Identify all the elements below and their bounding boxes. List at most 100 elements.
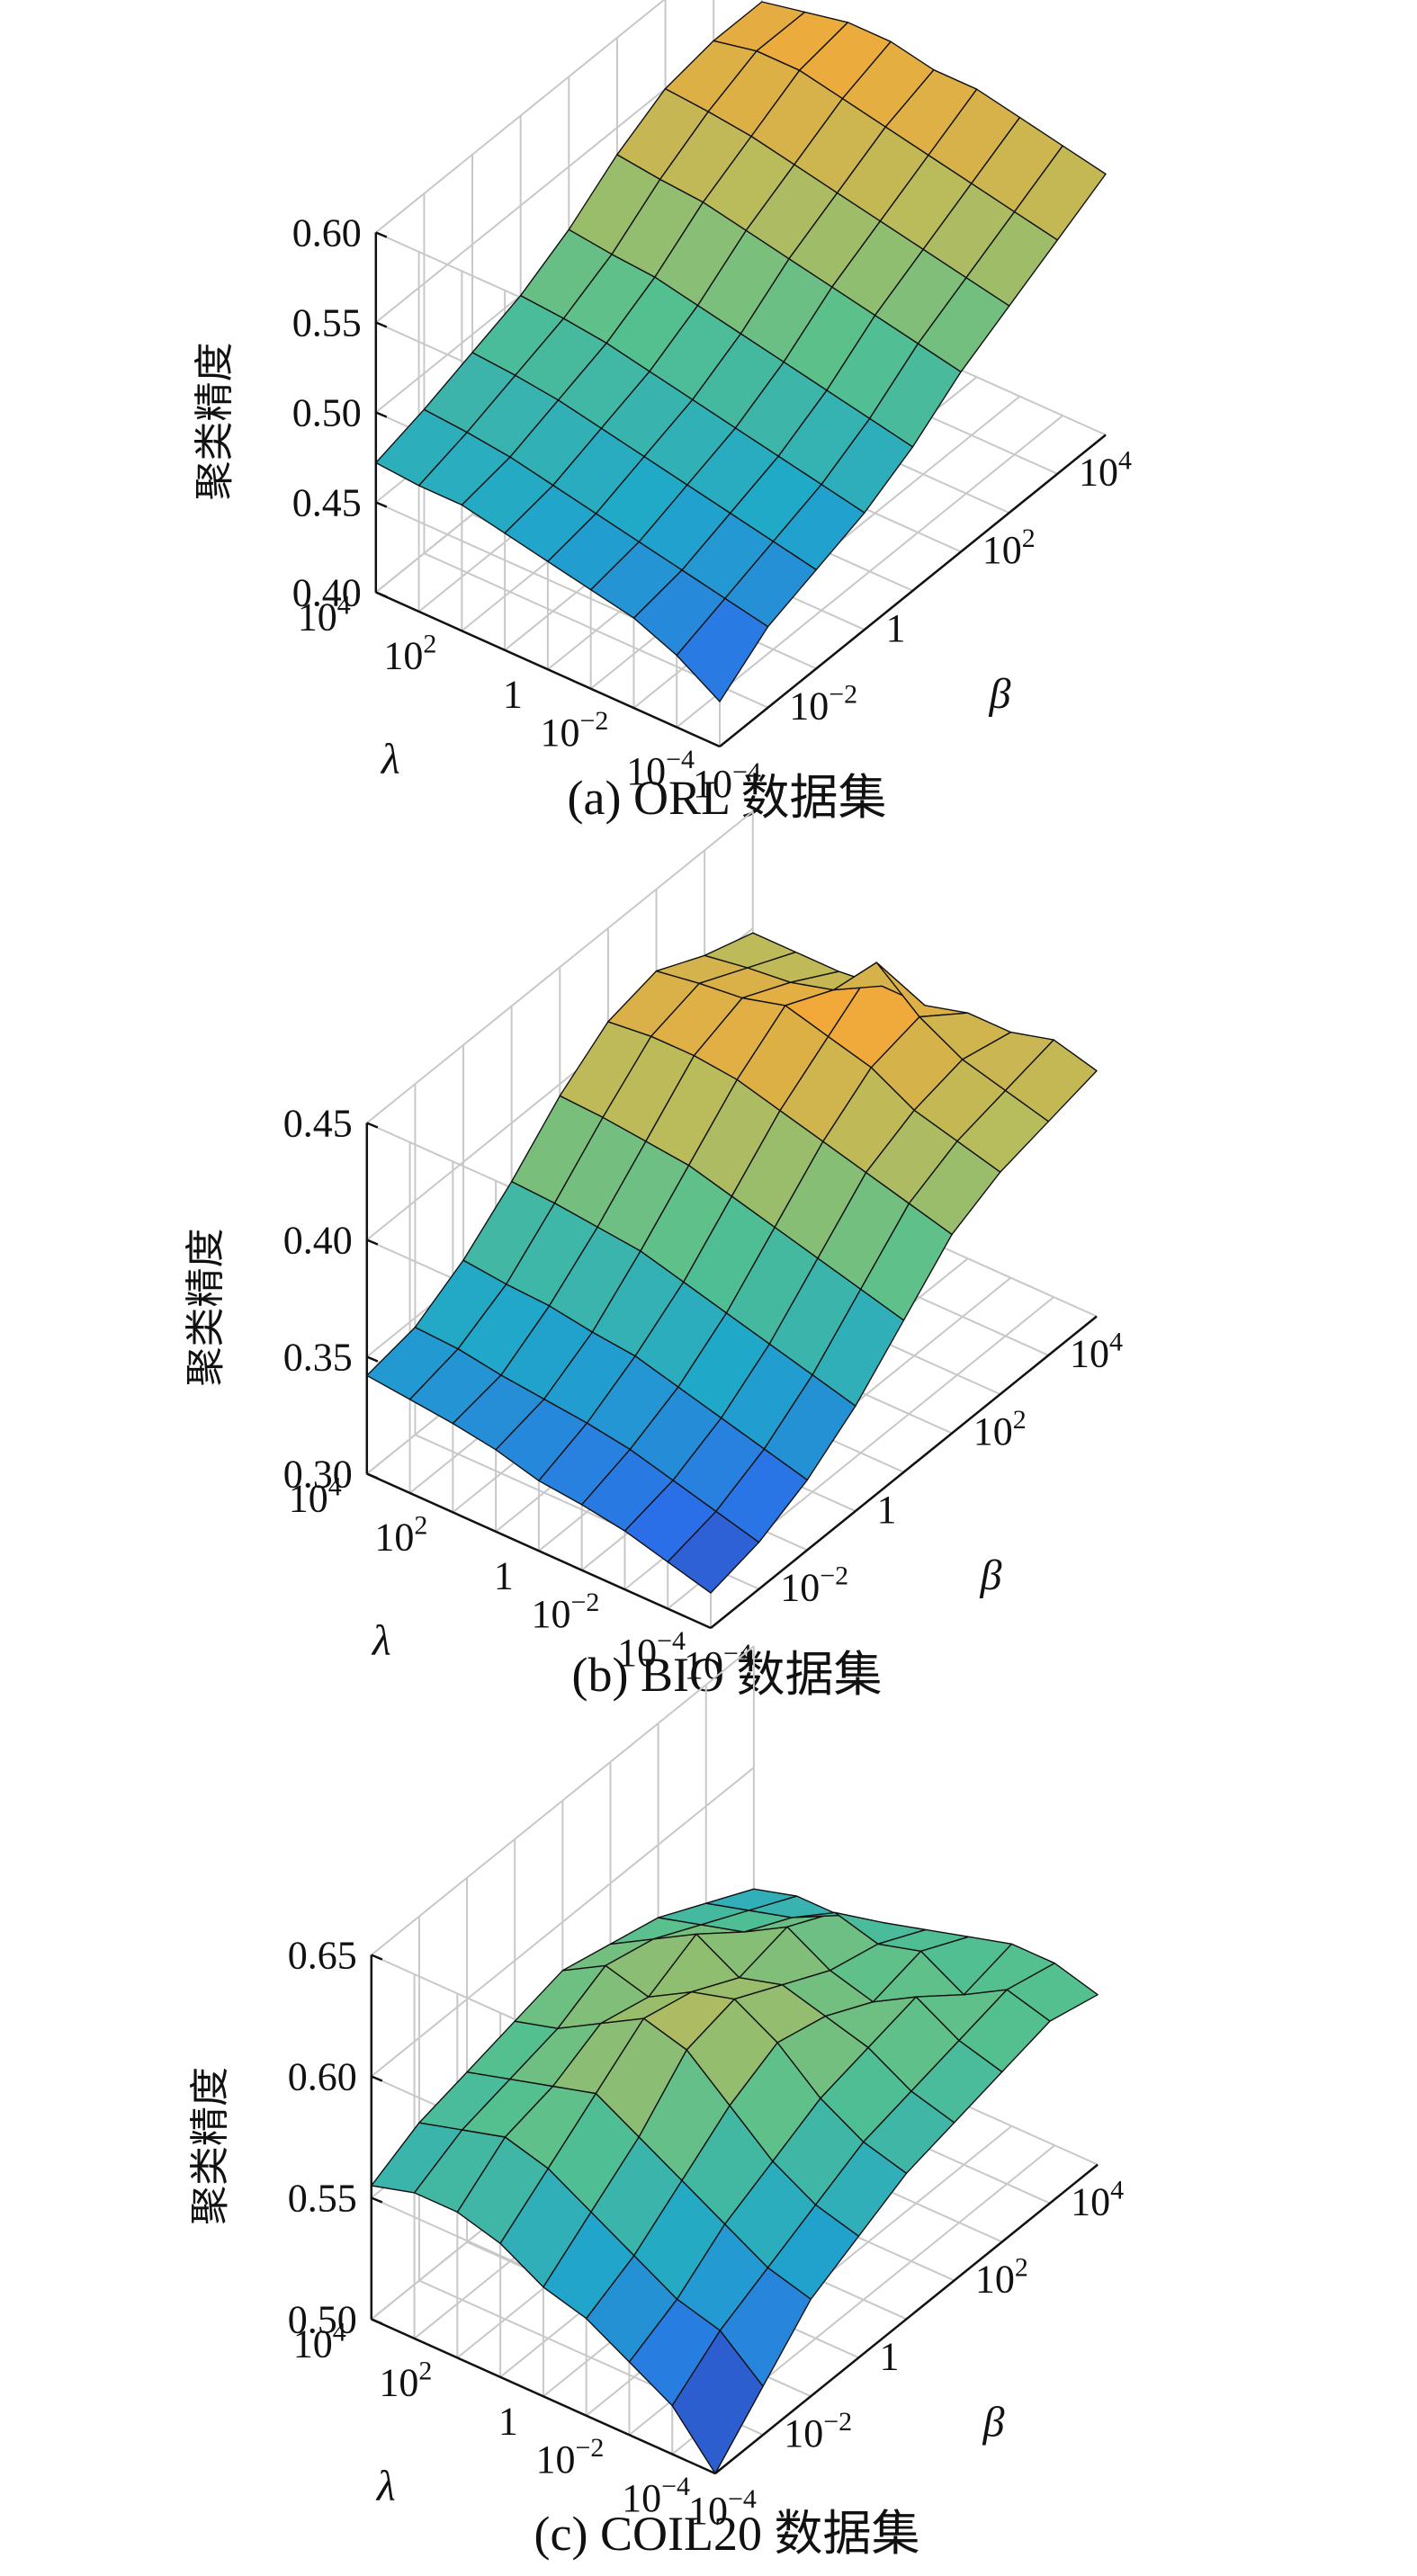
surface-patch <box>1006 1962 1099 2022</box>
surface <box>371 1888 1099 2474</box>
z-axis-label: 聚类精度 <box>192 343 238 501</box>
surface <box>375 1 1107 702</box>
beta-axis-label: β <box>982 2398 1005 2446</box>
beta-tick-base: 10 <box>688 2489 728 2533</box>
axes <box>370 1954 1099 2475</box>
z-tick-label: 0.45 <box>283 1102 353 1146</box>
beta-tick-exponent: −4 <box>723 1639 752 1668</box>
lambda-tick-base: 1 <box>498 2399 518 2443</box>
lambda-axis-line <box>371 2318 716 2475</box>
beta-axis-line <box>710 1315 1098 1629</box>
z-tick-label: 0.60 <box>292 211 362 255</box>
lambda-tick-label: 1 <box>498 2399 518 2443</box>
lambda-tick-label: 102 <box>383 629 436 677</box>
lambda-tick-base: 10 <box>626 749 666 793</box>
lambda-axis-label: λ <box>380 735 400 783</box>
lambda-tick-exponent: 2 <box>423 629 436 658</box>
beta-tick-label: 10−2 <box>789 679 857 728</box>
panel-coil20: 0.500.550.600.65聚类精度10−410−21102104λ10−4… <box>187 1645 1124 2561</box>
beta-tick-exponent: −2 <box>829 679 857 709</box>
lambda-tick-exponent: 2 <box>414 1510 427 1540</box>
beta-tick-base: 10 <box>1070 1332 1109 1376</box>
beta-tick-label: 102 <box>975 2252 1028 2301</box>
z-tick-label: 0.40 <box>283 1219 353 1263</box>
lambda-tick-label: 104 <box>293 2318 346 2366</box>
lambda-tick-label: 10−2 <box>532 1588 600 1636</box>
axes <box>365 1123 1098 1630</box>
z-axis-label: 聚类精度 <box>183 1229 229 1387</box>
beta-tick-label: 102 <box>982 523 1036 572</box>
beta-tick-exponent: −2 <box>823 2407 852 2437</box>
lambda-tick-exponent: −2 <box>571 1588 600 1617</box>
lambda-tick-label: 10−4 <box>617 1626 686 1675</box>
beta-tick-label: 104 <box>1079 446 1132 495</box>
beta-tick-label: 1 <box>877 1488 897 1532</box>
z-tick-mark <box>375 321 388 328</box>
panel-caption: (c) COIL20 数据集 <box>534 2507 920 2561</box>
z-axis-label: 聚类精度 <box>187 2067 233 2225</box>
z-tick-mark <box>366 1472 379 1480</box>
z-tick-label: 0.55 <box>292 301 362 345</box>
panel-caption: (a) ORL 数据集 <box>568 771 887 825</box>
beta-tick-base: 10 <box>784 2411 823 2455</box>
lambda-tick-label: 10−4 <box>622 2472 690 2520</box>
beta-tick-label: 1 <box>880 2334 900 2378</box>
beta-tick-base: 10 <box>975 2257 1015 2301</box>
beta-tick-label: 10−4 <box>684 1639 752 1687</box>
beta-tick-label: 10−4 <box>693 757 761 806</box>
beta-tick-exponent: −4 <box>728 2484 757 2514</box>
lambda-tick-exponent: 4 <box>328 1472 342 1502</box>
lambda-tick-base: 10 <box>289 1477 328 1521</box>
z-tick-mark <box>366 1355 379 1363</box>
lambda-tick-label: 10−2 <box>536 2433 605 2482</box>
beta-tick-base: 10 <box>1071 2180 1110 2224</box>
z-tick-mark <box>371 1954 383 1961</box>
panel-bio: 0.300.350.400.45聚类精度10−410−21102104λ10−4… <box>183 810 1123 1702</box>
beta-tick-exponent: 4 <box>1118 446 1132 476</box>
z-tick-label: 0.40 <box>292 571 362 615</box>
lambda-tick-exponent: 4 <box>337 591 351 621</box>
surface-patch <box>1004 1039 1098 1123</box>
z-tick-label: 0.35 <box>283 1336 353 1380</box>
lambda-tick-base: 10 <box>536 2437 576 2482</box>
beta-tick-exponent: 2 <box>1013 1405 1027 1435</box>
panel-orl: 0.400.450.500.550.60聚类精度10−410−21102104λ… <box>192 0 1132 825</box>
beta-tick-label: 104 <box>1070 1328 1123 1376</box>
z-tick-mark <box>371 2075 383 2082</box>
lambda-tick-base: 1 <box>503 672 523 716</box>
lambda-axis-label: λ <box>371 1616 391 1664</box>
lambda-tick-base: 10 <box>383 633 423 677</box>
lambda-tick-base: 10 <box>622 2476 661 2520</box>
surface-patch <box>1013 145 1107 241</box>
beta-tick-label: 10−2 <box>784 2407 852 2455</box>
beta-tick-base: 10 <box>789 684 829 728</box>
lambda-tick-exponent: −4 <box>666 745 695 774</box>
beta-tick-base: 10 <box>693 762 732 806</box>
z-tick-label: 0.65 <box>288 1934 357 1978</box>
lambda-tick-base: 10 <box>379 2360 418 2404</box>
z-tick-mark <box>371 2318 383 2325</box>
z-tick-label: 0.50 <box>292 391 362 435</box>
beta-axis-line <box>714 2163 1099 2474</box>
beta-tick-base: 10 <box>982 528 1022 572</box>
beta-tick-label: 1 <box>886 606 906 650</box>
z-tick-mark <box>375 591 388 598</box>
z-tick-label: 0.45 <box>292 481 362 525</box>
beta-axis-label: β <box>980 1552 1002 1599</box>
lambda-tick-base: 1 <box>494 1553 514 1597</box>
z-tick-label: 0.60 <box>288 2055 357 2099</box>
z-tick-mark <box>371 2196 383 2204</box>
lambda-tick-base: 10 <box>541 711 580 755</box>
z-tick-label: 0.55 <box>288 2177 357 2221</box>
lambda-tick-label: 102 <box>374 1510 427 1559</box>
lambda-tick-base: 10 <box>374 1515 414 1559</box>
lambda-tick-exponent: 4 <box>333 2318 346 2348</box>
beta-tick-label: 102 <box>973 1405 1027 1453</box>
lambda-tick-base: 10 <box>298 595 337 640</box>
beta-tick-base: 10 <box>1079 451 1118 495</box>
lambda-tick-exponent: 2 <box>418 2356 432 2385</box>
lambda-axis-label: λ <box>375 2462 396 2509</box>
beta-tick-exponent: 4 <box>1110 2176 1124 2205</box>
lambda-tick-base: 10 <box>293 2322 333 2366</box>
